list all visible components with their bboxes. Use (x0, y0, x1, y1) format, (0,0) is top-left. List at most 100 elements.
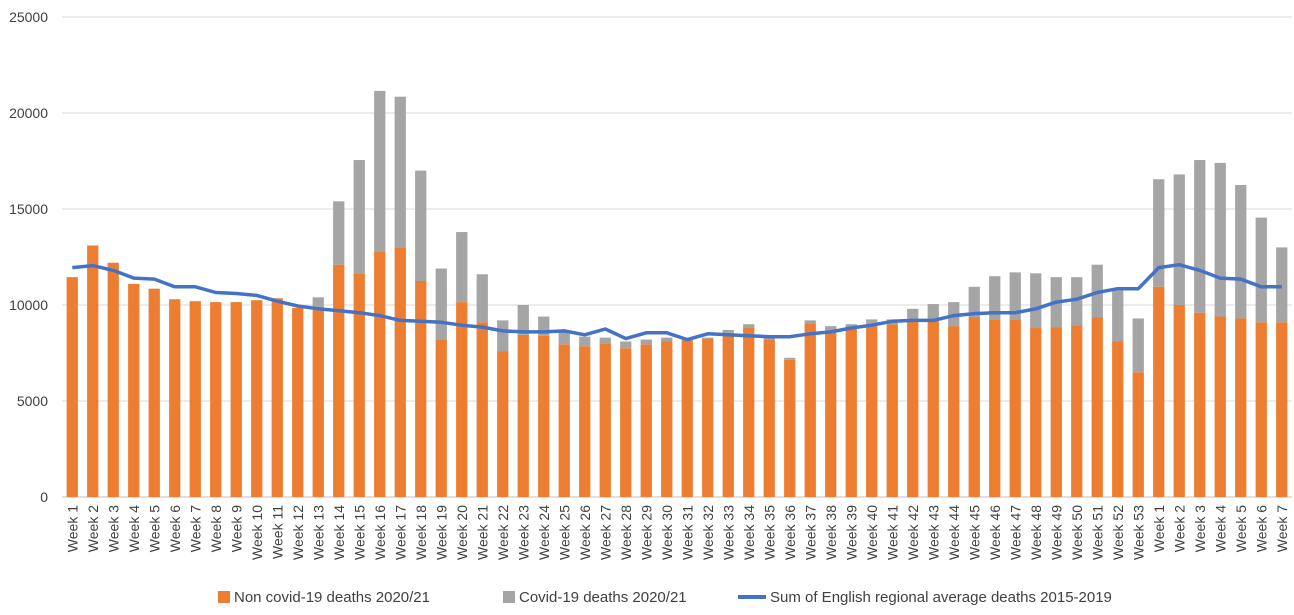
bar-non-covid (702, 338, 714, 497)
bar-covid (599, 337, 611, 344)
bar-covid (312, 297, 324, 310)
bar-non-covid (353, 273, 365, 497)
legend-label-average: Sum of English regional average deaths 2… (770, 589, 1112, 606)
x-tick-label: Week 25 (556, 505, 572, 560)
bar-non-covid (1173, 305, 1185, 497)
x-tick-label: Week 2 (1171, 505, 1187, 552)
x-tick-label: Week 1 (64, 505, 80, 552)
x-tick-label: Week 7 (1274, 505, 1290, 552)
bar-covid (763, 337, 775, 340)
bar-non-covid (1071, 325, 1083, 497)
bar-covid (497, 320, 509, 352)
x-tick-label: Week 5 (146, 505, 162, 552)
x-tick-label: Week 2 (85, 505, 101, 552)
x-tick-label: Week 41 (884, 505, 900, 560)
bar-non-covid (107, 262, 119, 497)
bar-covid (907, 308, 919, 322)
bar-non-covid (1194, 312, 1206, 497)
x-tick-label: Week 22 (495, 505, 511, 560)
bar-non-covid (435, 339, 447, 497)
y-tick-label: 15000 (9, 201, 48, 217)
legend-swatch-covid (503, 591, 515, 603)
bar-non-covid (681, 340, 693, 497)
bar-covid (1132, 318, 1144, 373)
bar-non-covid (271, 298, 283, 497)
x-tick-label: Week 21 (474, 505, 490, 560)
bar-non-covid (599, 343, 611, 497)
x-tick-label: Week 51 (1089, 505, 1105, 560)
bar-non-covid (333, 264, 345, 497)
bar-covid (1009, 272, 1021, 320)
x-tick-label: Week 38 (823, 505, 839, 560)
x-tick-label: Week 45 (966, 505, 982, 560)
x-tick-label: Week 24 (536, 505, 552, 560)
x-tick-label: Week 13 (310, 505, 326, 560)
bar-covid (702, 337, 714, 339)
bar-covid (1030, 273, 1042, 329)
x-tick-label: Week 9 (228, 505, 244, 552)
bars (66, 90, 1288, 497)
y-tick-label: 20000 (9, 105, 48, 121)
bar-non-covid (845, 329, 857, 497)
bar-covid (1194, 160, 1206, 313)
bar-non-covid (312, 309, 324, 497)
y-tick-label: 25000 (9, 9, 48, 25)
bar-covid (1173, 174, 1185, 305)
legend: Non covid-19 deaths 2020/21 Covid-19 dea… (218, 589, 1112, 606)
x-tick-label: Week 49 (1048, 505, 1064, 560)
bar-covid (1153, 179, 1165, 287)
x-tick-label: Week 3 (1192, 505, 1208, 552)
bar-non-covid (415, 281, 427, 497)
x-tick-label: Week 15 (351, 505, 367, 560)
y-tick-label: 0 (40, 489, 48, 505)
x-tick-label: Week 50 (1069, 505, 1085, 560)
x-tick-label: Week 3 (105, 505, 121, 552)
bar-non-covid (497, 351, 509, 497)
bar-non-covid (1030, 328, 1042, 497)
bar-non-covid (189, 301, 201, 497)
bar-non-covid (907, 321, 919, 497)
bar-non-covid (1050, 327, 1062, 497)
bar-non-covid (1009, 319, 1021, 497)
legend-swatch-non-covid (218, 591, 230, 603)
bar-non-covid (251, 300, 263, 497)
bar-covid (743, 324, 755, 329)
x-tick-label: Week 11 (269, 505, 285, 559)
x-tick-label: Week 33 (720, 505, 736, 560)
bar-covid (927, 304, 939, 322)
bar-non-covid (1153, 286, 1165, 497)
x-tick-label: Week 19 (433, 505, 449, 560)
bar-non-covid (620, 348, 632, 497)
x-tick-label: Week 12 (290, 505, 306, 560)
x-axis: Week 1 Week 2 Week 3 Week 4 Week 5 Week 6 Week… (64, 505, 1290, 560)
bar-non-covid (517, 334, 529, 497)
bar-covid (784, 357, 796, 360)
bar-non-covid (1112, 341, 1124, 497)
x-tick-label: Week 8 (208, 505, 224, 552)
x-tick-label: Week 40 (864, 505, 880, 560)
x-tick-label: Week 5 (1233, 505, 1249, 552)
average-line-path (72, 262, 1282, 342)
bar-non-covid (968, 317, 980, 497)
bar-covid (1112, 290, 1124, 342)
bar-covid (456, 232, 468, 303)
bar-non-covid (456, 302, 468, 497)
x-tick-label: Week 48 (1028, 505, 1044, 560)
bar-non-covid (394, 247, 406, 497)
bar-non-covid (1255, 322, 1267, 497)
bar-covid (333, 201, 345, 265)
bar-covid (394, 96, 406, 248)
bar-non-covid (476, 322, 488, 497)
x-tick-label: Week 39 (843, 505, 859, 560)
x-tick-label: Week 31 (679, 505, 695, 560)
bar-covid (968, 286, 980, 318)
x-tick-label: Week 43 (925, 505, 941, 560)
bar-non-covid (169, 299, 181, 497)
bar-non-covid (579, 346, 591, 497)
y-tick-label: 10000 (9, 297, 48, 313)
bar-non-covid (948, 326, 960, 497)
bar-covid (517, 305, 529, 335)
bar-covid (825, 326, 837, 331)
x-tick-label: Week 17 (392, 505, 408, 560)
bar-covid (1276, 247, 1288, 323)
